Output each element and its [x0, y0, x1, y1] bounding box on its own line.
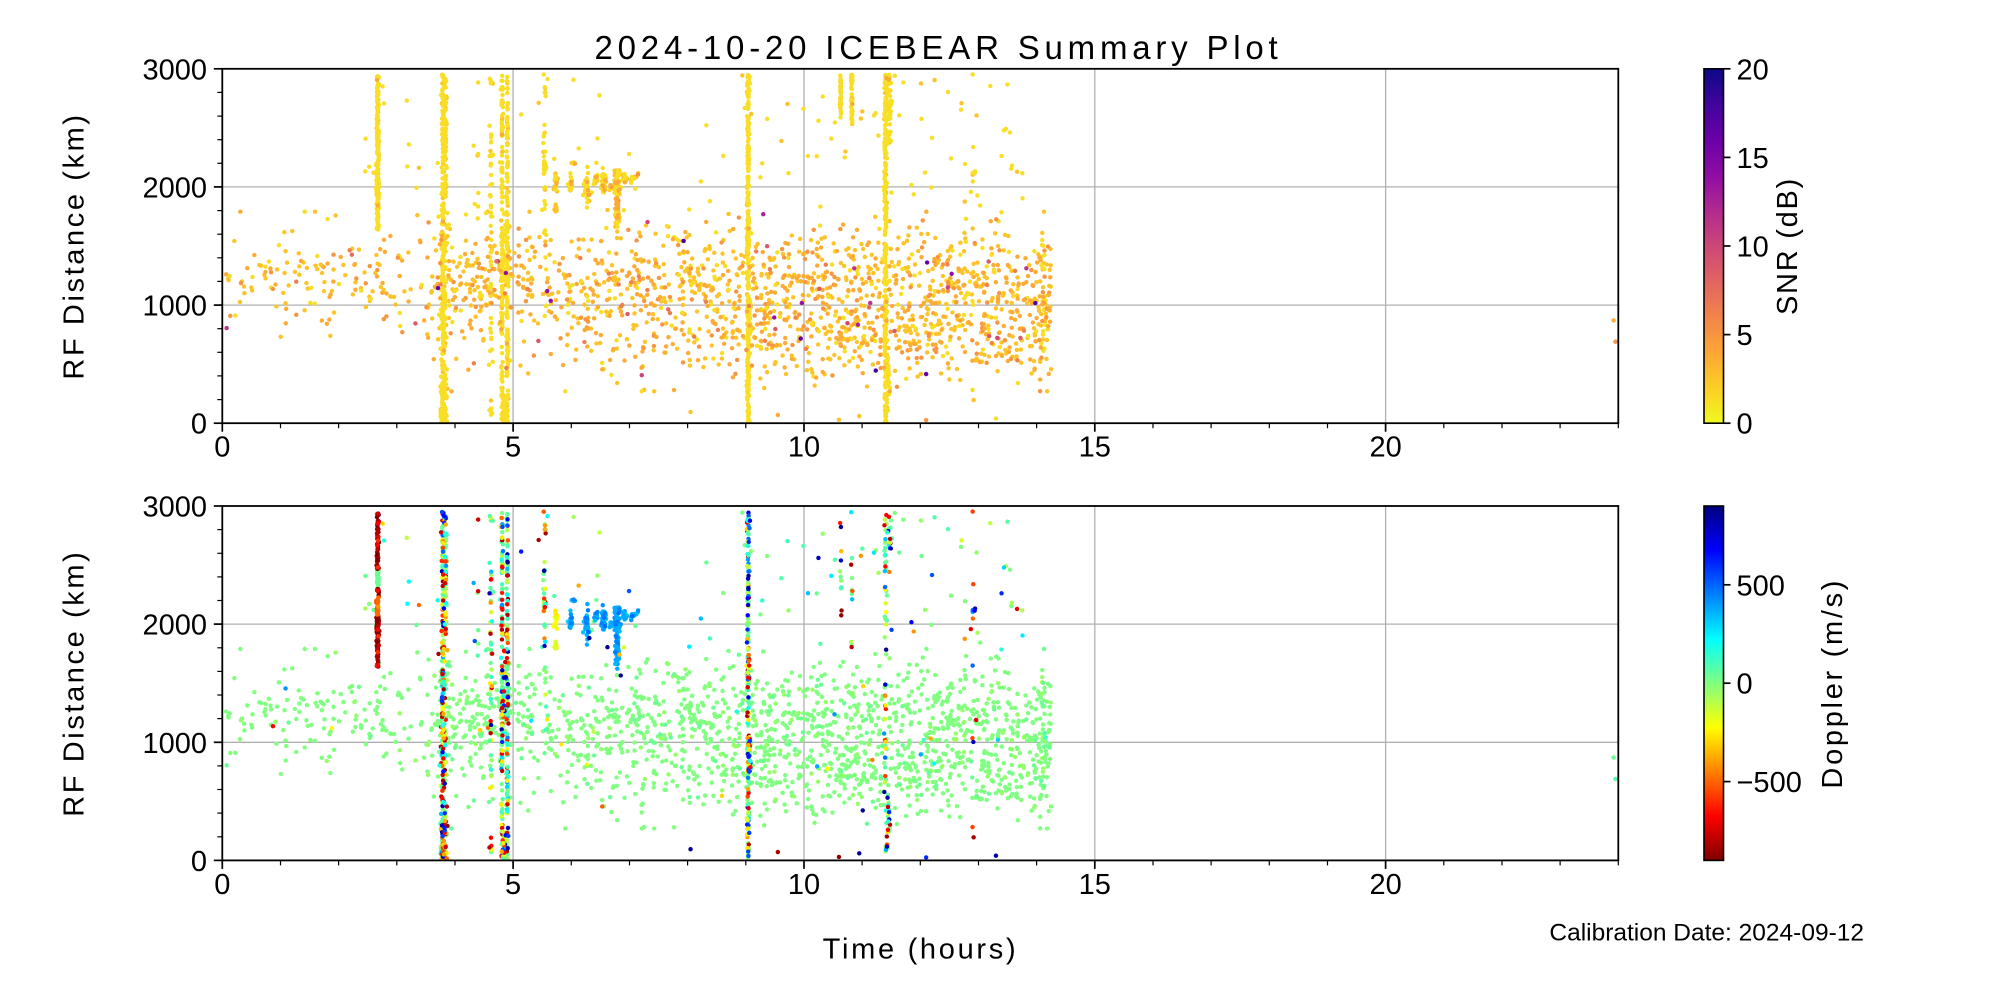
- svg-text:15: 15: [1079, 432, 1111, 464]
- svg-text:1000: 1000: [142, 291, 207, 323]
- svg-text:0: 0: [1737, 409, 1753, 441]
- svg-text:10: 10: [788, 869, 820, 901]
- svg-text:Doppler (m/s): Doppler (m/s): [1817, 578, 1849, 789]
- svg-text:Calibration Date: 2024-09-12: Calibration Date: 2024-09-12: [1549, 920, 1864, 947]
- svg-text:20: 20: [1369, 869, 1401, 901]
- svg-text:2000: 2000: [142, 172, 207, 204]
- svg-text:Time (hours): Time (hours): [823, 934, 1019, 966]
- svg-text:500: 500: [1737, 570, 1785, 602]
- svg-text:2000: 2000: [142, 610, 207, 642]
- svg-text:15: 15: [1079, 869, 1111, 901]
- svg-text:10: 10: [788, 432, 820, 464]
- svg-text:0: 0: [191, 409, 207, 441]
- svg-text:3000: 3000: [142, 54, 207, 86]
- svg-text:5: 5: [505, 432, 521, 464]
- svg-text:0: 0: [214, 432, 230, 464]
- svg-text:5: 5: [1737, 320, 1753, 352]
- svg-text:0: 0: [1737, 669, 1753, 701]
- svg-text:15: 15: [1737, 143, 1769, 175]
- svg-text:2024-10-20 ICEBEAR Summary Plo: 2024-10-20 ICEBEAR Summary Plot: [594, 29, 1282, 66]
- svg-text:0: 0: [214, 869, 230, 901]
- svg-text:RF Distance (km): RF Distance (km): [59, 550, 91, 817]
- svg-text:0: 0: [191, 846, 207, 878]
- svg-text:20: 20: [1737, 54, 1769, 86]
- svg-text:5: 5: [505, 869, 521, 901]
- svg-text:20: 20: [1369, 432, 1401, 464]
- svg-text:1000: 1000: [142, 728, 207, 760]
- svg-text:RF Distance (km): RF Distance (km): [59, 112, 91, 379]
- svg-text:10: 10: [1737, 232, 1769, 264]
- svg-text:SNR (dB): SNR (dB): [1772, 177, 1804, 315]
- svg-text:−500: −500: [1737, 767, 1802, 799]
- svg-text:3000: 3000: [142, 492, 207, 524]
